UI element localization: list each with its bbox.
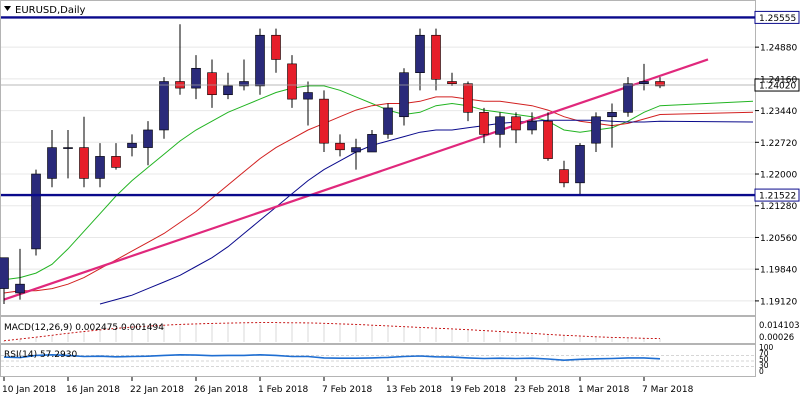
current-price-box [754,78,800,92]
rsi-scale-label: 70 [759,349,769,358]
price-tick-label: 1.20560 [760,234,797,244]
price-tick-label: 1.21280 [760,202,797,212]
moving-average-line-2 [3,96,754,294]
candle [655,81,665,87]
candle [287,63,297,100]
macd-label: MACD(12,26,9) 0.002475 0.001494 [4,323,164,333]
candle [447,81,457,85]
candle [271,34,281,60]
price-tick-label: 1.19840 [760,266,797,276]
moving-average-line-3 [99,119,754,305]
macd-panel-frame [0,316,756,344]
rsi-panel-frame [0,344,756,377]
macd-signal-line [3,322,661,342]
candle [383,107,393,135]
date-tick-label: 16 Jan 2018 [66,385,120,395]
date-tick-label: 7 Mar 2018 [642,385,694,395]
candle [559,169,569,184]
rsi-scale-label: 30 [759,361,769,370]
candle [79,147,89,179]
candle [0,257,9,289]
date-tick-label: 1 Mar 2018 [578,385,630,395]
candle [111,156,121,168]
date-tick-label: 19 Feb 2018 [450,385,506,395]
candle [255,34,265,87]
candle [351,147,361,153]
macd-indicator: 0.014103 0.00026 [3,321,800,343]
macd-scale-label: 0.014103 [759,321,800,331]
candle [367,134,377,153]
symbol-label: EURUSD,Daily [15,5,86,16]
price-tick-label: 1.22000 [760,171,797,181]
symbol-header[interactable]: EURUSD,Daily [4,5,86,16]
rsi-line [3,353,661,362]
price-axis: 1.24880 1.24160 1.23440 1.22720 1.22000 1.212… [755,44,797,307]
candle [15,283,25,294]
candle [623,83,633,113]
candle [127,142,137,148]
price-tick-label: 1.24880 [760,44,797,54]
candle [191,67,201,89]
candle [239,81,249,87]
trendline[interactable] [3,58,709,301]
candle [63,147,73,149]
main-panel-frame [0,0,756,316]
candle [463,83,473,113]
triangle-down-icon[interactable] [4,6,11,11]
price-tick-label: 1.22720 [760,139,797,149]
date-tick-label: 23 Feb 2018 [514,385,570,395]
candle [95,156,105,179]
horizontal-levels: 1.25555 1.21522 1.24020 [1,10,800,202]
rsi-scale-label: 50 [759,355,769,364]
candle [527,120,537,131]
candle [415,34,425,73]
date-tick-label: 13 Feb 2018 [386,385,442,395]
candle [335,142,345,151]
level-price-box [754,188,800,202]
rsi-scale-label: 0 [759,367,764,376]
date-tick-label: 22 Jan 2018 [130,385,184,395]
rsi-scale-label: 100 [759,343,774,352]
trendline-layer [3,58,709,301]
date-tick-label: 10 Jan 2018 [2,385,56,395]
candle [543,120,553,159]
macd-scale-label: 0.00026 [759,333,794,343]
rsi-label: RSI(14) 57.2930 [4,350,77,360]
candle [511,116,521,131]
price-tick-label: 1.23440 [760,107,797,117]
date-tick-label: 7 Feb 2018 [322,385,373,395]
candle [303,92,313,100]
candlesticks [0,24,665,304]
price-tick-label: 1.19120 [760,297,797,307]
date-tick-label: 26 Jan 2018 [194,385,248,395]
candle [223,85,233,96]
candle [639,81,649,85]
price-tick-label: 1.24160 [760,75,797,85]
candle [143,129,153,148]
candle [479,112,489,135]
price-gridlines [1,46,755,302]
level-price-label: 1.25555 [759,14,796,24]
candle [207,72,217,96]
candle [319,98,329,144]
current-price-label: 1.24020 [759,82,796,92]
candle [159,81,169,131]
date-axis: 10 Jan 2018 16 Jan 2018 22 Jan 2018 26 Jan … [2,377,694,395]
candle [31,173,41,250]
level-price-label: 1.21522 [759,192,796,202]
candle [431,34,441,80]
level-price-box [754,10,800,24]
candle [607,112,617,118]
candle [495,116,505,135]
candle [399,72,409,118]
candle [47,147,57,179]
date-tick-label: 1 Feb 2018 [258,385,309,395]
candle [575,145,585,184]
candle [591,116,601,144]
